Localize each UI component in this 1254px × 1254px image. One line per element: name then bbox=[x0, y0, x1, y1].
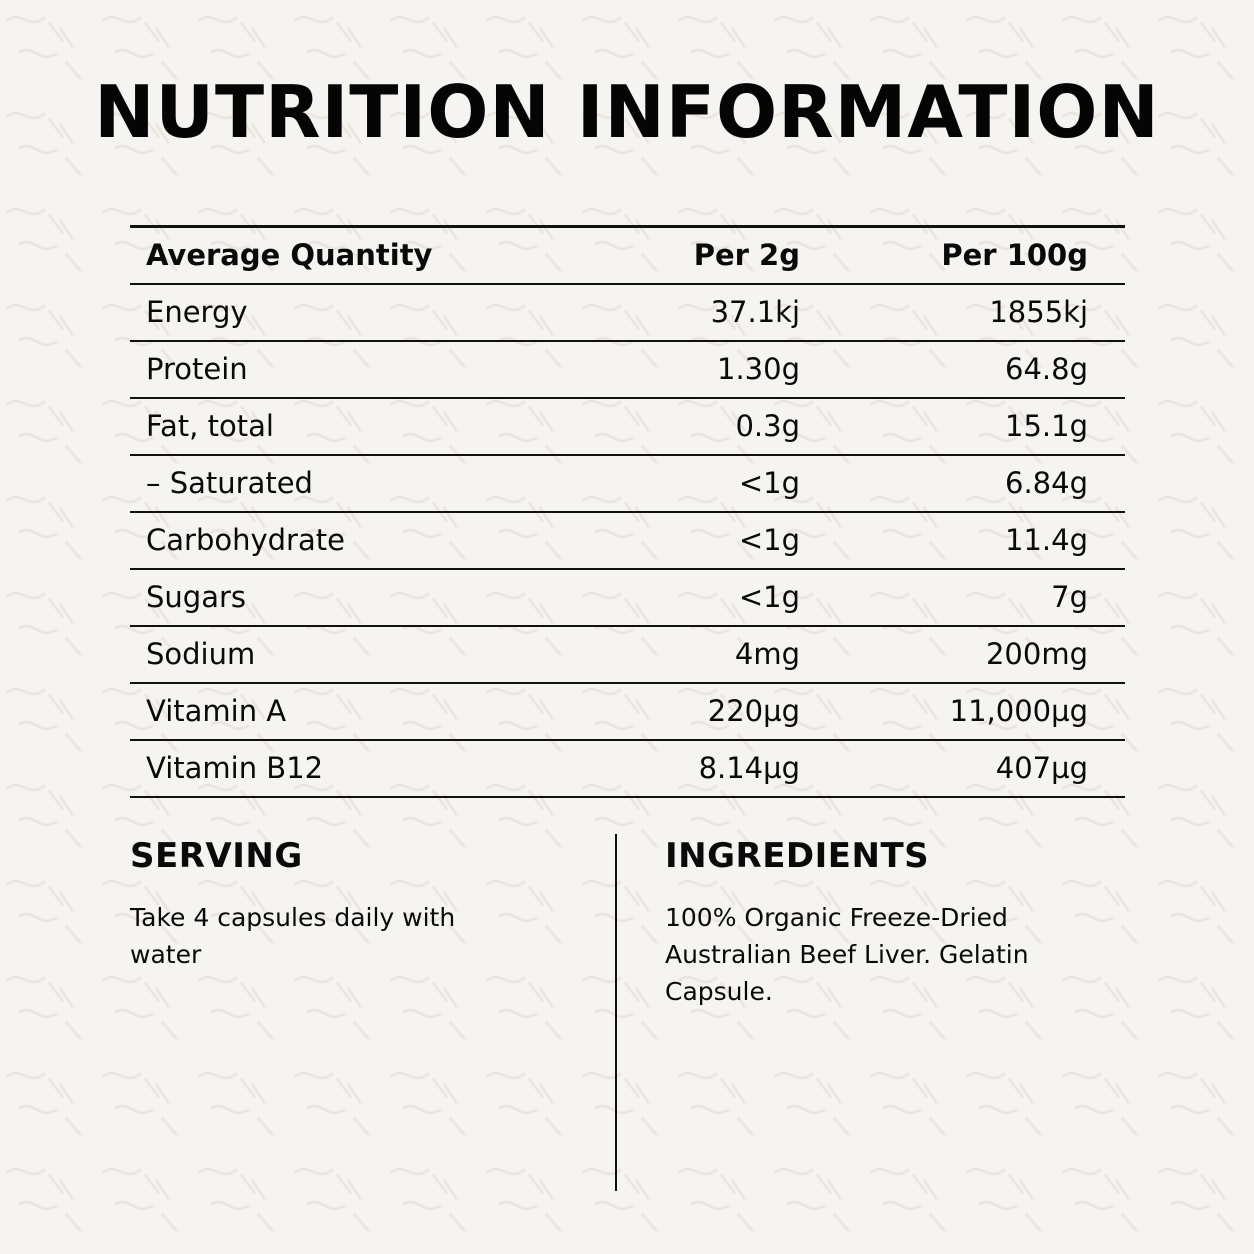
value-per-100g: 64.8g bbox=[800, 340, 1125, 399]
serving-heading: SERVING bbox=[130, 836, 303, 876]
column-header-per-2g: Per 2g bbox=[600, 226, 800, 285]
value-per-100g: 15.1g bbox=[800, 397, 1125, 456]
nutrient-name: Vitamin B12 bbox=[130, 739, 600, 798]
nutrient-name: Protein bbox=[130, 340, 600, 399]
table-row: Fat, total 0.3g 15.1g bbox=[130, 397, 1125, 456]
value-per-100g: 7g bbox=[800, 568, 1125, 627]
value-per-2g: 1.30g bbox=[600, 340, 800, 399]
table-row: Protein 1.30g 64.8g bbox=[130, 340, 1125, 399]
table-row: Vitamin A 220µg 11,000µg bbox=[130, 682, 1125, 741]
ingredients-heading: INGREDIENTS bbox=[665, 836, 930, 876]
nutrient-name: – Saturated bbox=[130, 454, 600, 513]
page-title: NUTRITION INFORMATION bbox=[94, 70, 1160, 154]
value-per-2g: 220µg bbox=[600, 682, 800, 741]
column-header-quantity: Average Quantity bbox=[130, 226, 600, 285]
table-row: Sodium 4mg 200mg bbox=[130, 625, 1125, 684]
nutrient-name: Carbohydrate bbox=[130, 511, 600, 570]
value-per-2g: 8.14µg bbox=[600, 739, 800, 798]
table-row: Sugars <1g 7g bbox=[130, 568, 1125, 627]
table-row: – Saturated <1g 6.84g bbox=[130, 454, 1125, 513]
nutrient-name: Energy bbox=[130, 283, 600, 342]
nutrition-table: Average Quantity Per 2g Per 100g Energy … bbox=[130, 225, 1125, 798]
value-per-2g: 4mg bbox=[600, 625, 800, 684]
column-header-per-100g: Per 100g bbox=[800, 226, 1125, 285]
value-per-2g: <1g bbox=[600, 454, 800, 513]
value-per-100g: 200mg bbox=[800, 625, 1125, 684]
ingredients-text: 100% Organic Freeze-Dried Australian Bee… bbox=[665, 903, 1029, 1006]
value-per-2g: 0.3g bbox=[600, 397, 800, 456]
value-per-100g: 11,000µg bbox=[800, 682, 1125, 741]
value-per-2g: <1g bbox=[600, 568, 800, 627]
value-per-100g: 11.4g bbox=[800, 511, 1125, 570]
nutrient-name: Sugars bbox=[130, 568, 600, 627]
table-header-row: Average Quantity Per 2g Per 100g bbox=[130, 226, 1125, 285]
value-per-100g: 6.84g bbox=[800, 454, 1125, 513]
table-row: Carbohydrate <1g 11.4g bbox=[130, 511, 1125, 570]
value-per-2g: 37.1kj bbox=[600, 283, 800, 342]
column-divider bbox=[615, 834, 617, 1191]
nutrient-name: Sodium bbox=[130, 625, 600, 684]
table-row: Vitamin B12 8.14µg 407µg bbox=[130, 739, 1125, 798]
nutrient-name: Vitamin A bbox=[130, 682, 600, 741]
serving-text: Take 4 capsules daily with water bbox=[130, 903, 456, 969]
value-per-100g: 1855kj bbox=[800, 283, 1125, 342]
value-per-100g: 407µg bbox=[800, 739, 1125, 798]
value-per-2g: <1g bbox=[600, 511, 800, 570]
table-row: Energy 37.1kj 1855kj bbox=[130, 283, 1125, 342]
nutrient-name: Fat, total bbox=[130, 397, 600, 456]
